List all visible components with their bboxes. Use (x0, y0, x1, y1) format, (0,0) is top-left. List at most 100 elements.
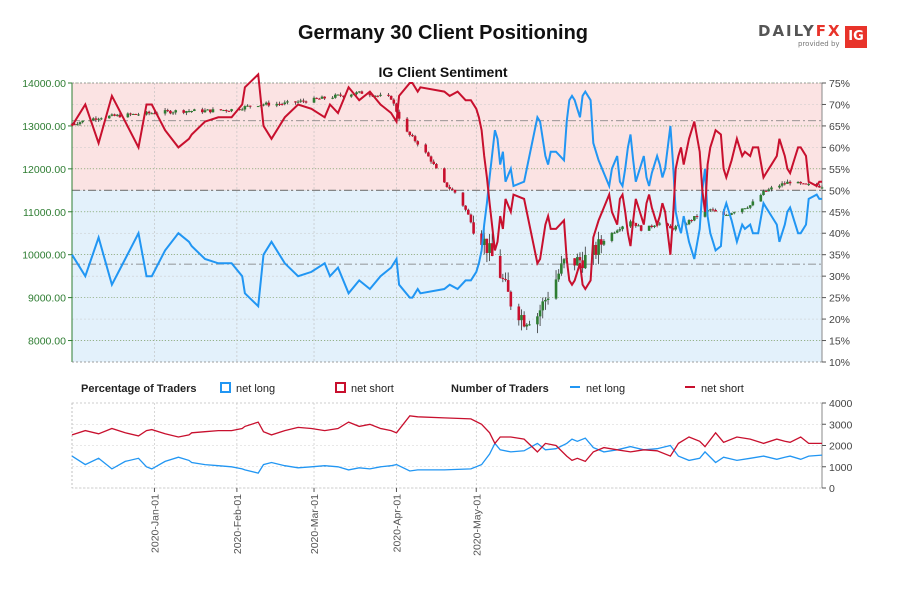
dailyfx-logo: DAILYFX provided by IG (758, 22, 870, 50)
net-long-pct-line (71, 89, 822, 309)
candle-bullish (296, 101, 300, 103)
candle-bullish (687, 220, 691, 225)
pct-tick-label: 15% (829, 336, 850, 348)
candle-bullish (357, 91, 361, 93)
candle-bearish (315, 97, 318, 99)
candle-bearish (153, 113, 156, 115)
pct-tick-label: 75% (829, 78, 850, 90)
candle-bullish (320, 96, 324, 99)
pct-tick-label: 10% (829, 357, 850, 369)
price-tick-label: 9000.00 (28, 293, 66, 305)
candle-bearish (472, 222, 475, 234)
pct-tick-label: 65% (829, 121, 850, 133)
candle-bullish (312, 97, 316, 103)
candle-bullish (536, 316, 539, 325)
candle-bearish (764, 190, 768, 192)
candle-bullish (541, 301, 545, 311)
candle-bullish (538, 310, 542, 317)
candle-bearish (804, 183, 808, 185)
candle-bearish (429, 156, 433, 162)
candle-bearish (498, 256, 502, 278)
candle-bearish (594, 245, 598, 255)
candle-bullish (743, 208, 747, 210)
candle-bullish (203, 110, 207, 113)
candle-bullish (145, 111, 148, 115)
candle-bearish (94, 118, 98, 120)
price-tick-label: 14000.00 (22, 78, 66, 90)
candle-bullish (748, 205, 752, 208)
candle-bearish (461, 192, 465, 206)
traders-tick-label: 3000 (829, 419, 853, 431)
net-short-pct-line (71, 72, 822, 291)
candle-bullish (243, 106, 247, 110)
candle-bullish (355, 92, 358, 95)
logo-main-text: DAILY (758, 22, 816, 40)
candle-bullish (174, 110, 178, 113)
candle-bullish (807, 184, 811, 186)
candle-bearish (304, 101, 308, 103)
candle-bearish (453, 189, 457, 193)
candle-bearish (469, 214, 473, 223)
candle-bullish (206, 109, 209, 111)
candle-bullish (187, 111, 191, 113)
candle-bullish (262, 104, 265, 106)
candle-bearish (341, 95, 345, 97)
candle-bullish (615, 230, 619, 233)
candle-bearish (802, 183, 805, 185)
candle-bullish (637, 225, 640, 227)
candle-bullish (762, 190, 765, 196)
candle-bearish (405, 118, 409, 132)
candle-bullish (190, 111, 193, 113)
candle-bullish (770, 187, 773, 190)
candle-bullish (336, 94, 340, 96)
candle-bullish (658, 223, 662, 225)
traders-tick-label: 4000 (829, 398, 853, 410)
candle-bullish (613, 232, 616, 234)
candle-bearish (224, 110, 228, 112)
candle-bullish (647, 225, 651, 231)
candle-bearish (339, 94, 342, 96)
candle-bullish (740, 208, 744, 213)
candle-bullish (780, 183, 784, 186)
candle-bearish (424, 144, 428, 153)
chart-title: Germany 30 Client Positioning (297, 22, 589, 44)
candle-bearish (451, 188, 454, 190)
candle-bearish (669, 225, 672, 229)
candle-bullish (520, 315, 523, 321)
candle-bullish (724, 214, 728, 216)
candle-bullish (379, 94, 382, 96)
candle-bearish (318, 98, 321, 100)
candle-bearish (650, 225, 654, 227)
candle-bearish (448, 187, 451, 189)
candle-bullish (131, 113, 135, 115)
candle-bullish (796, 181, 800, 184)
candle-bullish (730, 213, 733, 215)
candle-bullish (76, 124, 79, 126)
pct-tick-label: 55% (829, 164, 850, 176)
candle-bullish (299, 100, 303, 102)
candle-bullish (557, 273, 561, 280)
candle-bullish (602, 240, 606, 245)
price-tick-label: 12000.00 (22, 164, 66, 176)
candle-bullish (767, 189, 771, 192)
candle-bearish (219, 109, 223, 111)
candle-bearish (395, 103, 398, 112)
candle-bearish (799, 181, 803, 184)
candle-bearish (599, 239, 603, 245)
candle-bullish (115, 114, 119, 116)
candle-bullish (150, 113, 154, 115)
candle-bearish (392, 99, 396, 104)
candle-bullish (576, 257, 579, 266)
candle-bearish (522, 315, 526, 327)
candle-bearish (408, 131, 412, 136)
legend-num-net-short: net short (701, 383, 744, 395)
net-long-count-line (71, 437, 823, 474)
candle-bearish (182, 110, 186, 113)
candle-bearish (118, 114, 122, 118)
candle-bullish (759, 195, 763, 202)
candle-bearish (280, 103, 284, 105)
candle-bullish (97, 118, 100, 120)
candle-bullish (256, 106, 260, 108)
short-sentiment-band (72, 83, 822, 191)
candle-bearish (413, 136, 417, 142)
